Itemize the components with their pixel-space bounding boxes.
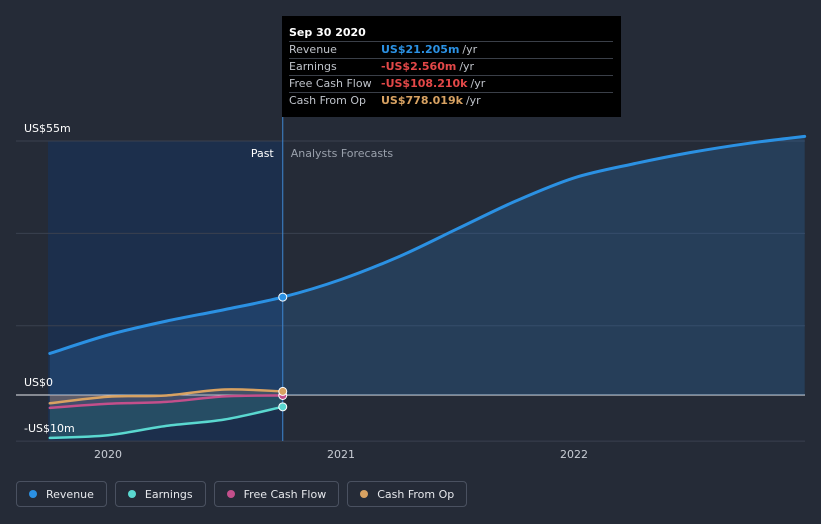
tooltip-unit: /yr (462, 43, 478, 56)
revenue-area (49, 136, 805, 395)
free-cash-flow-line (48, 394, 285, 410)
cash-from-op-marker (278, 386, 288, 396)
legend-item-revenue[interactable]: Revenue (16, 481, 107, 507)
earnings-marker (278, 402, 288, 412)
tooltip-value: US$778.019k (381, 94, 463, 107)
revenue-line (48, 134, 807, 355)
tooltip-value: -US$2.560m (381, 60, 457, 73)
legend-dot-icon (226, 490, 235, 498)
cash-from-op-line (48, 388, 285, 405)
revenue-marker (278, 292, 288, 302)
legend-item-cash-from-op[interactable]: Cash From Op (347, 481, 468, 507)
earnings-line (48, 405, 285, 440)
legend: Revenue Earnings Free Cash Flow Cash Fro… (16, 481, 468, 507)
tooltip-label: Revenue (289, 43, 337, 56)
tooltip: Sep 30 2020 Revenue US$21.205m /yr Earni… (282, 16, 621, 117)
legend-dot-icon (29, 490, 37, 498)
past-region (48, 141, 283, 441)
tooltip-value: US$21.205m (381, 43, 460, 56)
tooltip-label: Cash From Op (289, 94, 367, 107)
legend-label: Revenue (46, 487, 94, 501)
tooltip-label: Free Cash Flow (289, 77, 372, 90)
tooltip-row-revenue: Revenue US$21.205m /yr (289, 41, 613, 58)
x-tick-label: 2022 (560, 448, 588, 461)
legend-item-earnings[interactable]: Earnings (114, 481, 206, 507)
tooltip-unit: /yr (465, 94, 481, 107)
legend-label: Cash From Op (377, 487, 455, 501)
tooltip-row-earnings: Earnings -US$2.560m /yr (289, 58, 613, 75)
y-tick-label: -US$10m (24, 422, 75, 435)
legend-label: Earnings (144, 487, 193, 501)
y-tick-label: US$0 (24, 376, 53, 389)
y-tick-label: US$55m (24, 122, 71, 135)
legend-item-free-cash-flow[interactable]: Free Cash Flow (213, 481, 340, 507)
tooltip-value: -US$108.210k (381, 77, 468, 90)
series-area (49, 395, 283, 438)
tooltip-label: Earnings (289, 60, 337, 73)
forecast-label: Analysts Forecasts (291, 147, 394, 160)
tooltip-row-cash-from-op: Cash From Op US$778.019k /yr (289, 92, 613, 109)
x-tick-label: 2020 (94, 448, 122, 461)
tooltip-unit: /yr (459, 60, 475, 73)
legend-dot-icon (360, 490, 369, 498)
legend-label: Free Cash Flow (243, 487, 327, 501)
tooltip-row-free-cash-flow: Free Cash Flow -US$108.210k /yr (289, 75, 613, 92)
tooltip-date: Sep 30 2020 (289, 26, 366, 39)
x-tick-label: 2021 (327, 448, 355, 461)
legend-dot-icon (127, 490, 136, 498)
series-area (49, 389, 283, 404)
past-label: Past (251, 147, 275, 160)
tooltip-unit: /yr (470, 77, 486, 90)
